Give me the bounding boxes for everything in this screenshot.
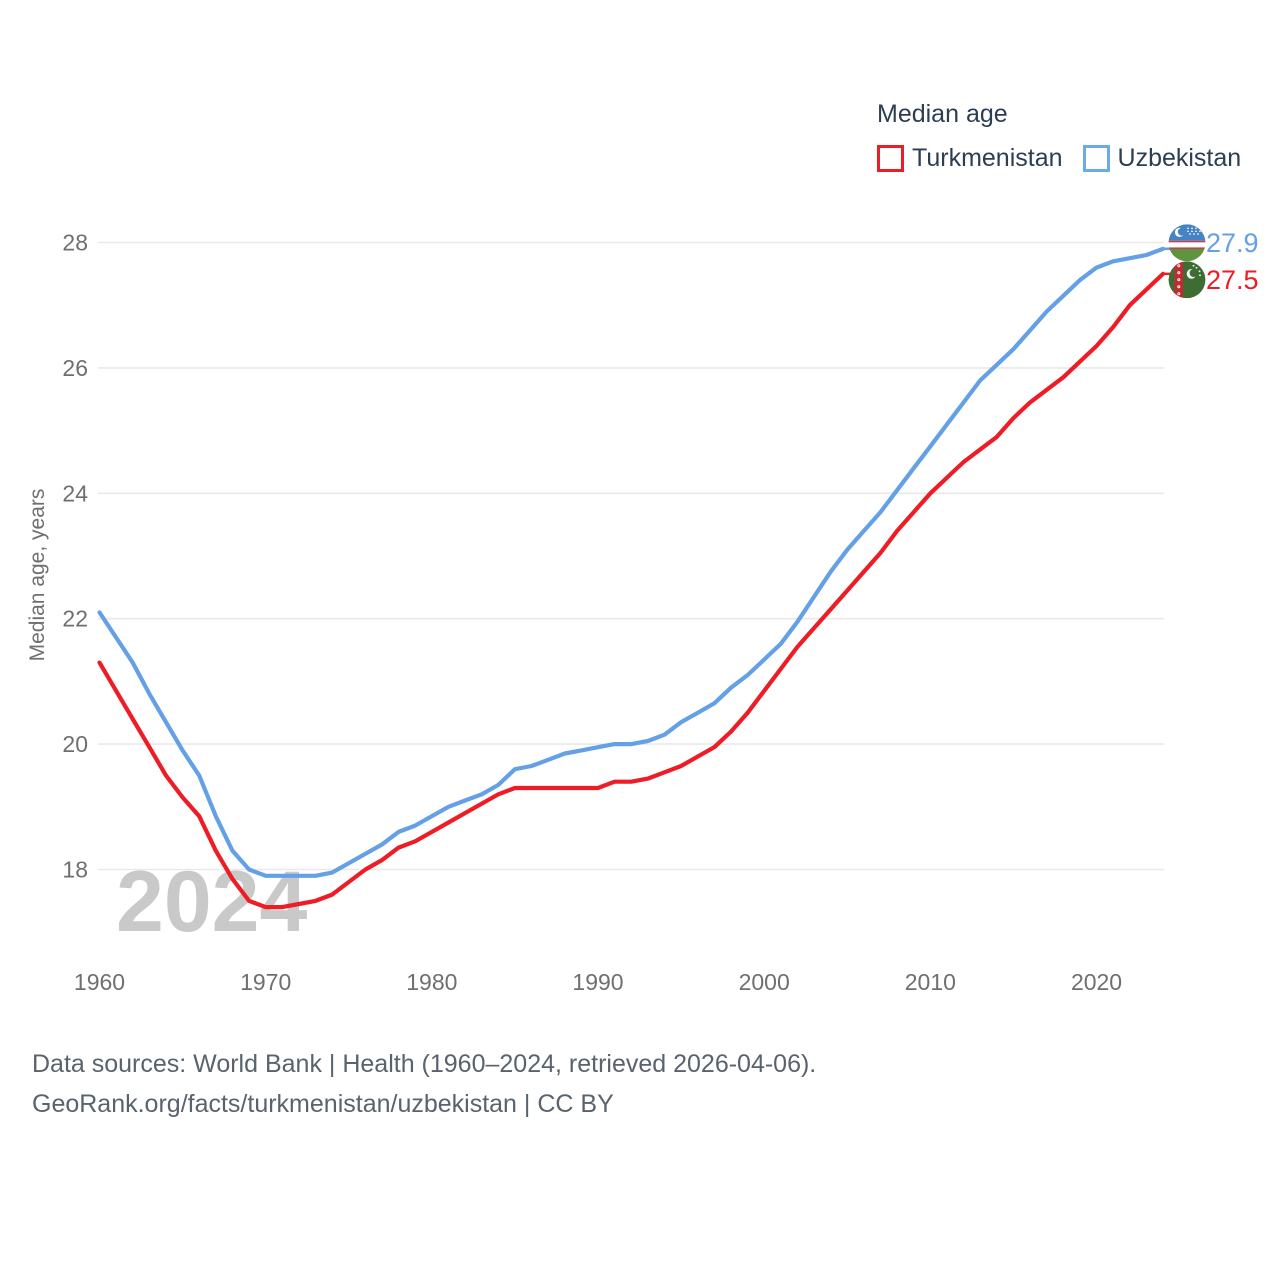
y-tick-label-18: 18 xyxy=(62,857,88,883)
footer-link-line: GeoRank.org/facts/turkmenistan/uzbekista… xyxy=(32,1090,614,1118)
y-tick-label-24: 24 xyxy=(62,480,88,506)
series-line-turkmenistan[interactable] xyxy=(97,271,1166,910)
x-tick-label-2020: 2020 xyxy=(1071,969,1122,995)
x-tick-label-1960: 1960 xyxy=(74,969,125,995)
uzbekistan-flag-icon xyxy=(1168,224,1206,262)
y-tick-label-20: 20 xyxy=(62,731,88,757)
y-tick-label-28: 28 xyxy=(62,230,88,256)
legend-label-turkmenistan: Turkmenistan xyxy=(912,144,1063,172)
series-line-uzbekistan[interactable] xyxy=(97,246,1166,878)
legend-swatch-turkmenistan xyxy=(877,145,904,172)
legend: Median age Turkmenistan Uzbekistan xyxy=(877,100,1241,173)
x-tick-label-1990: 1990 xyxy=(572,969,623,995)
end-value-label-turkmenistan: 27.5 xyxy=(1206,265,1259,295)
legend-item-turkmenistan[interactable]: Turkmenistan xyxy=(877,144,1063,173)
x-tick-label-1980: 1980 xyxy=(406,969,457,995)
legend-label-uzbekistan: Uzbekistan xyxy=(1117,144,1242,172)
y-tick-label-26: 26 xyxy=(62,355,88,381)
legend-item-uzbekistan[interactable]: Uzbekistan xyxy=(1082,144,1242,173)
y-tick-label-22: 22 xyxy=(62,606,88,632)
legend-row: Turkmenistan Uzbekistan xyxy=(877,144,1241,173)
turkmenistan-flag-icon xyxy=(1168,261,1206,299)
footer: Data sources: World Bank | Health (1960–… xyxy=(32,1044,816,1124)
x-tick-label-2000: 2000 xyxy=(739,969,790,995)
y-axis-title: Median age, years xyxy=(26,489,49,662)
end-value-label-uzbekistan: 27.9 xyxy=(1206,228,1259,258)
x-tick-label-2010: 2010 xyxy=(905,969,956,995)
watermark-year: 2024 xyxy=(116,854,307,950)
legend-title: Median age xyxy=(877,100,1008,128)
x-tick-label-1970: 1970 xyxy=(240,969,291,995)
legend-swatch-uzbekistan xyxy=(1082,145,1110,172)
footer-source-line: Data sources: World Bank | Health (1960–… xyxy=(32,1050,817,1078)
